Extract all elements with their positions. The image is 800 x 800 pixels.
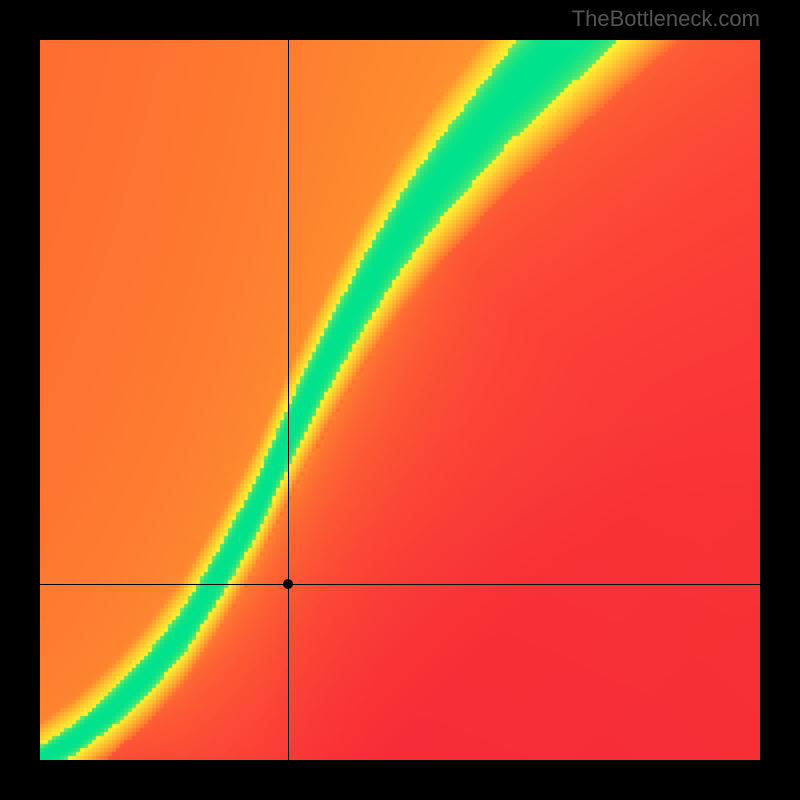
heatmap-plot	[40, 40, 760, 760]
crosshair-marker	[283, 579, 293, 589]
crosshair-horizontal	[40, 584, 760, 585]
watermark-text: TheBottleneck.com	[572, 6, 760, 32]
heatmap-canvas	[40, 40, 760, 760]
crosshair-vertical	[288, 40, 289, 760]
